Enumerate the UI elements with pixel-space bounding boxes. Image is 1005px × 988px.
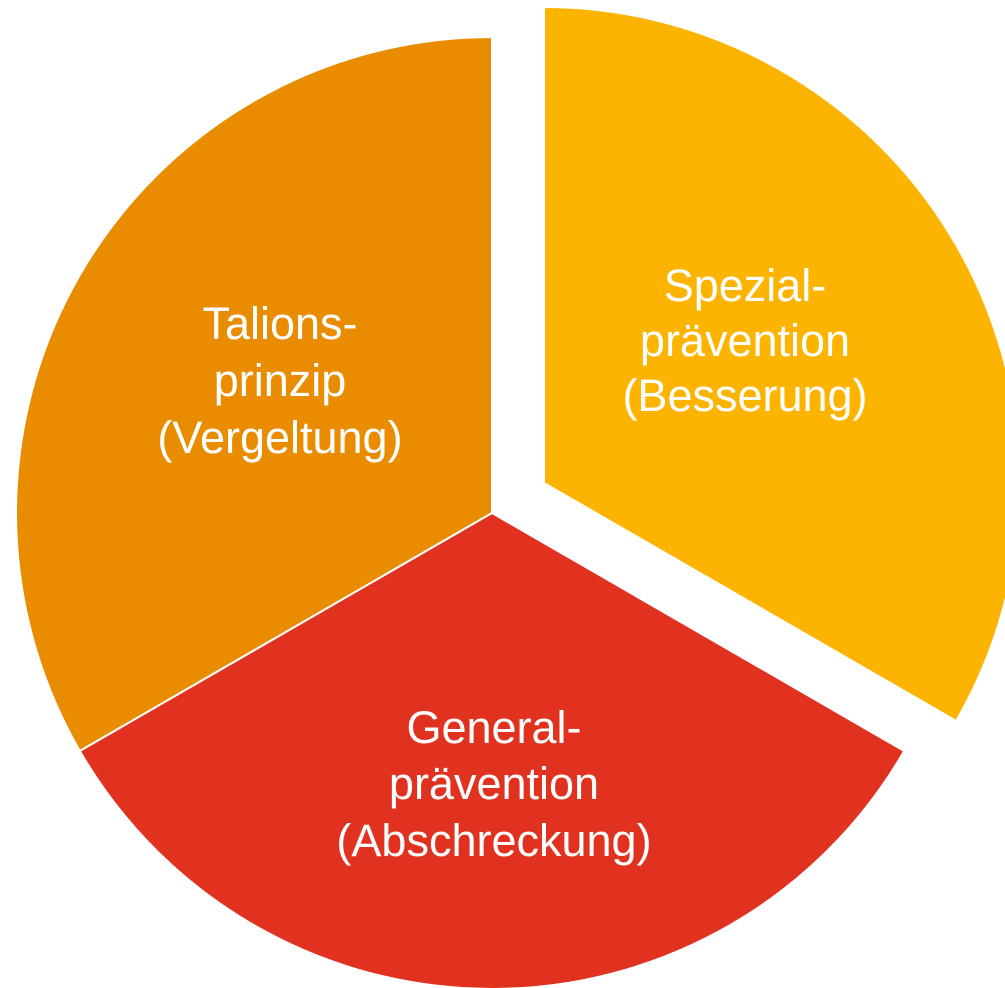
label-line: (Abschreckung) [336, 815, 651, 866]
segment-general [78, 511, 906, 988]
segment-spezial [543, 5, 1005, 723]
label-line: General- [406, 702, 581, 753]
label-line: prinzip [214, 355, 347, 406]
label-line: (Vergeltung) [157, 412, 402, 463]
segment-talion [15, 35, 493, 753]
label-line: prävention [640, 315, 850, 366]
label-line: prävention [389, 758, 599, 809]
label-line: (Besserung) [622, 370, 867, 421]
label-line: Spezial- [664, 260, 827, 311]
label-spezial: Spezial- prävention (Besserung) [622, 260, 867, 421]
label-line: Talions- [202, 298, 357, 349]
label-general: General- prävention (Abschreckung) [336, 702, 651, 866]
label-talion: Talions- prinzip (Vergeltung) [157, 298, 402, 463]
